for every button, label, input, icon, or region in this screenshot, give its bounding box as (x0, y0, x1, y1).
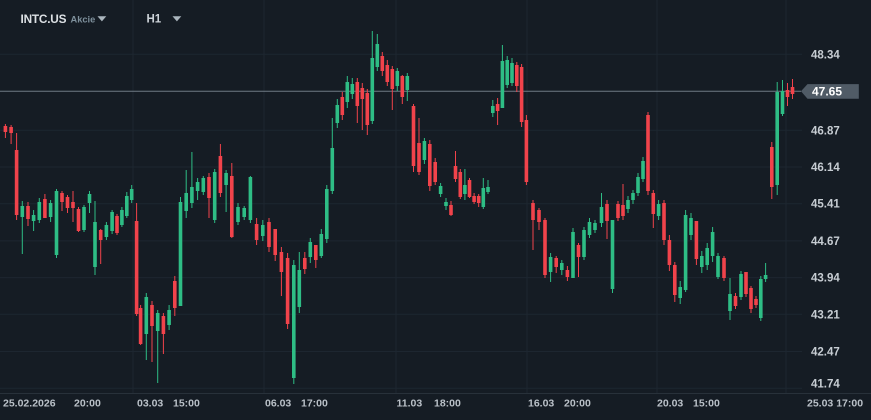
svg-text:42.47: 42.47 (811, 347, 840, 359)
svg-text:25.03 17:00: 25.03 17:00 (807, 397, 863, 409)
svg-text:46.87: 46.87 (811, 125, 840, 137)
svg-text:15:00: 15:00 (693, 397, 720, 409)
svg-text:Akcie: Akcie (71, 14, 96, 24)
svg-text:20.03: 20.03 (657, 397, 683, 409)
svg-text:17:00: 17:00 (301, 397, 328, 409)
svg-text:INTC.US: INTC.US (21, 12, 67, 26)
svg-text:48.34: 48.34 (811, 49, 840, 61)
svg-text:H1: H1 (147, 14, 162, 26)
svg-text:47.65: 47.65 (812, 85, 842, 99)
svg-text:20:00: 20:00 (74, 397, 101, 409)
svg-text:18:00: 18:00 (434, 397, 461, 409)
svg-text:03.03: 03.03 (137, 397, 163, 409)
svg-text:44.67: 44.67 (811, 236, 840, 248)
svg-text:11.03: 11.03 (397, 397, 423, 409)
svg-text:46.14: 46.14 (811, 162, 840, 174)
svg-text:43.94: 43.94 (811, 273, 840, 285)
svg-text:16.03: 16.03 (528, 397, 554, 409)
svg-text:20:00: 20:00 (564, 397, 591, 409)
svg-text:43.21: 43.21 (811, 309, 840, 321)
svg-text:15:00: 15:00 (173, 397, 200, 409)
svg-text:41.74: 41.74 (811, 379, 840, 391)
svg-text:06.03: 06.03 (265, 397, 291, 409)
svg-text:45.41: 45.41 (811, 199, 840, 211)
svg-text:25.02.2026: 25.02.2026 (3, 397, 56, 409)
